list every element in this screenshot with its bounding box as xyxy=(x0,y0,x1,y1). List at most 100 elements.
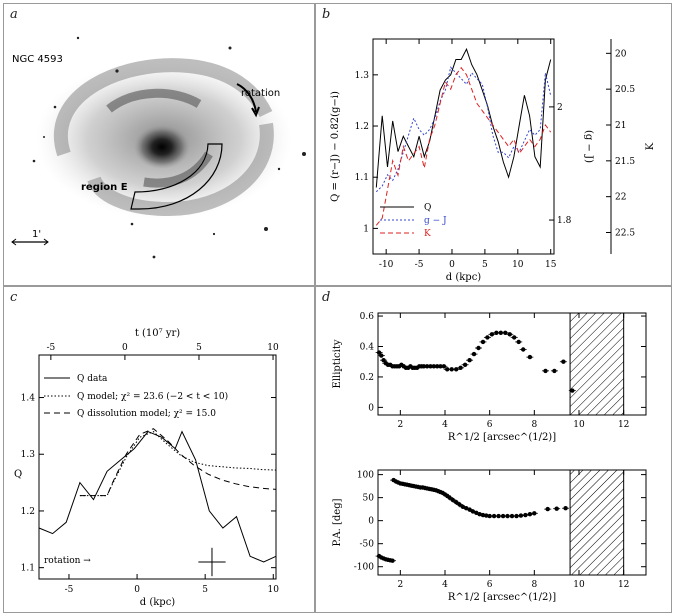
legend-c-label: Q model; χ² = 23.6 (−2 < t < 10) xyxy=(77,391,228,402)
ellipticity-y-tick-label: 0.2 xyxy=(360,373,374,383)
c-x-tick-label: 5 xyxy=(202,585,208,595)
b-y-tick-label: 1.3 xyxy=(355,71,370,81)
panel-label-d: d xyxy=(322,290,331,305)
pa-y-tick-label: -100 xyxy=(354,563,374,573)
pa-x-tick-label: 12 xyxy=(618,580,629,590)
pa-x-tick-label: 6 xyxy=(487,580,493,590)
panel-label-b: b xyxy=(322,7,331,22)
legend-c-label: Q data xyxy=(77,374,108,384)
region-e-label: region E xyxy=(81,182,128,193)
chart-b-ylabel-left: Q = (r−J) − 0.82(g−i) xyxy=(330,91,341,202)
series-gj-line xyxy=(375,66,552,193)
series-c-data-line xyxy=(38,430,277,563)
panel-label-c: c xyxy=(10,290,18,305)
ellipticity-x-tick-label: 6 xyxy=(487,420,493,430)
c-top-tick-label: -5 xyxy=(46,343,55,353)
chart-b-ylabel-k: K xyxy=(645,142,656,150)
pa-y-tick-label: -50 xyxy=(360,540,375,550)
galaxy-nucleus xyxy=(134,125,190,169)
c-top-tick-label: 10 xyxy=(267,343,279,353)
chart-pa-frame xyxy=(377,469,647,576)
c-y-tick-label: 1.3 xyxy=(21,450,36,460)
series-c-dissolution-line xyxy=(79,428,277,497)
b-y-tick-label: 1.1 xyxy=(355,173,369,183)
chart-b-ylabel-gj: (g − J) xyxy=(583,130,594,163)
chart-c-ylabel: Q xyxy=(14,469,22,480)
spiral-arm-north xyxy=(54,58,273,157)
k-axis-tick-label: 20 xyxy=(615,49,627,59)
panel-c-q-model: -5 0 5 10 -5 0 5 10 1.1 1.2 1.3 1.4 Q data Q model; χ… xyxy=(3,286,315,613)
chart-b-frame xyxy=(372,38,555,255)
ellipticity-y-tick-label: 0.4 xyxy=(360,342,375,352)
scale-label: 1' xyxy=(32,229,41,240)
pa-x-tick-label: 8 xyxy=(531,580,537,590)
k-axis-tick-label: 22 xyxy=(615,193,626,203)
pa-x-tick-label: 10 xyxy=(573,580,585,590)
ellipticity-x-tick-label: 10 xyxy=(573,420,585,430)
ellipticity-x-tick-label: 4 xyxy=(442,420,448,430)
pa-y-tick-label: 50 xyxy=(363,494,375,504)
k-axis-tick-label: 21 xyxy=(615,121,626,131)
series-q-line xyxy=(375,47,552,188)
panel-a-galaxy-image: NGC 4593 rotation region E 1' a xyxy=(3,3,315,286)
pa-hatched-region xyxy=(569,469,625,576)
ellipticity-hatched-region xyxy=(569,312,625,416)
legend-c-label: Q dissolution model; χ² = 15.0 xyxy=(77,409,216,419)
spiral-arm-south xyxy=(87,122,274,217)
k-axis-tick-label: 20.5 xyxy=(615,85,635,95)
k-axis-tick-label: 22.5 xyxy=(615,229,635,239)
gj-axis-tick-label: 1.8 xyxy=(557,216,572,226)
ellipticity-x-tick-label: 2 xyxy=(397,420,403,430)
chart-b: 20 20.5 21 21.5 22 22.5 -10 -5 0 5 10 15 1 1.1 1.2 1.3 1… xyxy=(330,38,656,283)
c-top-tick-label: 5 xyxy=(196,343,202,353)
ellipticity-xlabel: R^1/2 [arcsec^(1/2)] xyxy=(448,432,556,443)
rotation-arrowhead xyxy=(251,106,260,118)
chart-c: -5 0 5 10 -5 0 5 10 1.1 1.2 1.3 1.4 Q data Q model; χ… xyxy=(14,328,280,608)
b-y-tick-label: 1.2 xyxy=(355,122,369,132)
panel-label-a: a xyxy=(10,7,18,22)
galaxy-image: NGC 4593 rotation region E 1' xyxy=(11,36,306,259)
rotation-label: rotation xyxy=(241,88,280,99)
gj-axis-tick-label: 2 xyxy=(557,103,563,113)
panel-b-q-profile: 20 20.5 21 21.5 22 22.5 -10 -5 0 5 10 15 1 1.1 1.2 1.3 1… xyxy=(315,3,672,286)
c-x-tick-label: -5 xyxy=(65,585,74,595)
pa-xlabel: R^1/2 [arcsec^(1/2)] xyxy=(448,592,556,603)
rotation-annotation: rotation → xyxy=(44,556,91,566)
c-top-tick-label: 0 xyxy=(122,343,128,353)
ellipticity-x-tick-label: 8 xyxy=(531,420,537,430)
b-y-tick-label: 1 xyxy=(363,224,369,234)
ellipticity-x-tick-label: 12 xyxy=(618,420,629,430)
ellipticity-ylabel: Ellipticity xyxy=(332,339,343,388)
inner-arm xyxy=(106,88,202,113)
chart-c-xlabel: d (kpc) xyxy=(140,597,176,608)
pa-y-tick-label: 100 xyxy=(357,471,374,481)
panel-d-isophotes: 2 4 6 8 10 12 0 0.2 0.4 0.6 R^1/2 [arcsec^(1/2)] El… xyxy=(315,286,672,613)
pa-ylabel: P.A. [deg] xyxy=(332,498,343,546)
pa-y-tick-label: 0 xyxy=(368,517,374,527)
region-e-outline xyxy=(130,143,223,210)
b-x-tick-label: -10 xyxy=(379,260,394,270)
series-c-model-line xyxy=(79,431,277,497)
chart-c-top-axis-label: t (10⁷ yr) xyxy=(135,328,180,339)
b-x-tick-label: 15 xyxy=(545,260,557,270)
c-x-tick-label: 0 xyxy=(134,585,140,595)
scale-bar-arrows xyxy=(11,238,49,246)
c-x-tick-label: 10 xyxy=(268,585,280,595)
c-y-tick-label: 1.1 xyxy=(21,564,35,574)
ellipticity-y-tick-label: 0 xyxy=(368,403,374,413)
chart-b-xlabel: d (kpc) xyxy=(446,272,482,283)
ellipticity-y-tick-label: 0.6 xyxy=(360,312,375,322)
series-k-line xyxy=(375,66,552,226)
legend-label: K xyxy=(424,229,431,239)
chart-d: 2 4 6 8 10 12 0 0.2 0.4 0.6 R^1/2 [arcsec^(1/2)] El… xyxy=(332,312,647,603)
b-x-tick-label: 10 xyxy=(512,260,524,270)
chart-c-frame xyxy=(38,354,277,580)
pa-x-tick-label: 4 xyxy=(442,580,448,590)
foreground-stars xyxy=(32,36,306,259)
legend-label: g − J xyxy=(424,216,447,226)
k-axis-tick-label: 21.5 xyxy=(615,157,635,167)
galaxy-name-label: NGC 4593 xyxy=(12,54,63,65)
rotation-arrow xyxy=(236,83,257,113)
pa-x-tick-label: 2 xyxy=(397,580,403,590)
c-y-tick-label: 1.4 xyxy=(21,394,36,404)
